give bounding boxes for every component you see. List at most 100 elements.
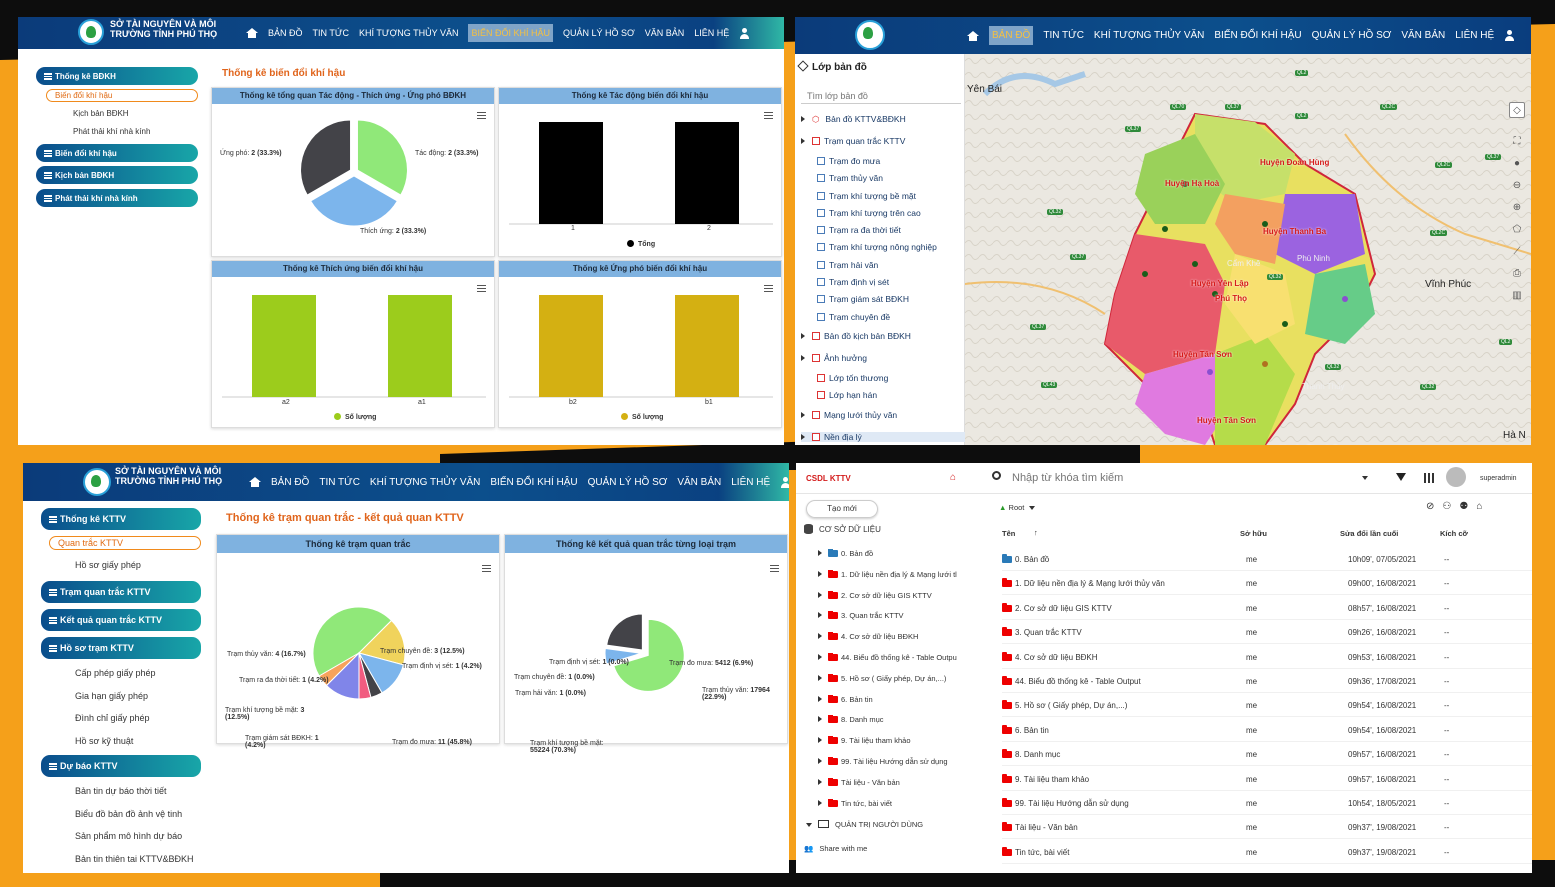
tree-item[interactable]: 1. Dữ liệu nền địa lý & Mạng lưới tl <box>818 569 957 579</box>
layer-checkbox[interactable] <box>817 278 825 286</box>
table-row[interactable]: 44. Biểu đồ thống kê - Table Output me 09h… <box>1002 669 1532 693</box>
sidebar-item-hydromet-stats[interactable]: Thống kê KTTV <box>41 508 201 530</box>
layer-item[interactable]: Trạm ra đa thời tiết <box>817 225 901 235</box>
layer-item[interactable]: ⬡ Bản đồ KTTV&BĐKH <box>801 114 906 125</box>
breadcrumb[interactable]: ▲ Root <box>999 503 1036 512</box>
sidebar-item-emission[interactable]: Phát thải khí nhà kính <box>36 189 198 207</box>
layer-checkbox[interactable] <box>817 226 825 234</box>
pie-slice[interactable] <box>310 175 398 227</box>
new-button[interactable]: Tạo mới <box>806 500 878 518</box>
expand-icon[interactable] <box>801 412 805 418</box>
menu-item-hydromet[interactable]: KHÍ TƯỢNG THỦY VĂN <box>359 28 459 38</box>
sidebar-sub-issue-license[interactable]: Cấp phép giấy phép <box>75 668 156 678</box>
home-icon[interactable] <box>246 28 258 38</box>
layer-item[interactable]: Trạm chuyên đề <box>817 312 890 322</box>
layer-checkbox[interactable] <box>817 374 825 382</box>
layer-item[interactable]: Trạm thủy văn <box>817 173 883 183</box>
expand-icon[interactable] <box>818 758 822 764</box>
home-icon[interactable]: ⌂ <box>950 472 957 483</box>
menu-item-climate[interactable]: BIẾN ĐỔI KHÍ HẬU <box>468 24 553 42</box>
bar[interactable] <box>539 122 603 224</box>
pie-slice[interactable] <box>312 606 393 677</box>
expand-icon[interactable] <box>801 138 805 144</box>
table-row[interactable]: 4. Cơ sở dữ liệu BĐKH me 09h53', 16/08/202… <box>1002 645 1532 669</box>
layer-checkbox[interactable] <box>817 295 825 303</box>
expand-icon[interactable] <box>818 550 822 556</box>
chart-menu-icon[interactable] <box>764 112 773 119</box>
pie-slice[interactable] <box>358 619 406 666</box>
apps-grid-icon[interactable] <box>1424 473 1434 483</box>
search-input[interactable] <box>1012 468 1352 488</box>
chart-menu-icon[interactable] <box>477 285 486 292</box>
sidebar-sub-license-records[interactable]: Hồ sơ giấy phép <box>75 560 141 570</box>
sidebar-sub-satellite[interactable]: Biểu đồ bản đồ ảnh vệ tinh <box>75 809 183 819</box>
sidebar-item-station-records[interactable]: Hồ sơ trạm KTTV <box>41 637 201 659</box>
menu-item-climate[interactable]: BIẾN ĐỔI KHÍ HẬU <box>490 476 578 488</box>
col-size[interactable]: Kích cỡ <box>1440 529 1468 538</box>
expand-icon[interactable] <box>818 612 822 619</box>
tree-item[interactable]: 99. Tài liệu Hướng dẫn sử dụng <box>818 757 948 766</box>
map-canvas[interactable]: Huyện Đoan Hùng Huyện Hạ Hoà Huyện Thanh B… <box>965 54 1531 445</box>
table-row[interactable]: 99. Tài liệu Hướng dẫn sử dụng me 10h54', … <box>1002 791 1532 815</box>
table-row[interactable]: 3. Quan trắc KTTV me 09h26', 16/08/2021 -- <box>1002 620 1532 645</box>
table-row[interactable]: Tài liệu - Văn bản me 09h37', 19/08/2021 -- <box>1002 815 1532 840</box>
bar[interactable] <box>388 295 452 397</box>
trash-icon[interactable]: ▥ <box>1512 290 1522 301</box>
manage-user-icon[interactable]: ⚉ <box>1459 501 1477 512</box>
sidebar-sub-disaster-bulletin[interactable]: Bản tin thiên tai KTTV&BĐKH <box>75 854 194 864</box>
expand-icon[interactable] <box>818 737 822 744</box>
layer-item[interactable]: Lớp hạn hán <box>817 390 877 400</box>
tree-item[interactable]: 5. Hồ sơ ( Giấy phép, Dự án,...) <box>818 673 946 683</box>
layer-item[interactable]: Trạm định vị sét <box>817 277 889 287</box>
tree-item[interactable]: 9. Tài liệu tham khảo <box>818 736 911 745</box>
layer-item[interactable]: Lớp tốn thương <box>817 373 888 383</box>
info-icon[interactable]: ● <box>1513 158 1521 169</box>
expand-icon[interactable] <box>818 633 822 640</box>
sidebar-item-forecast[interactable]: Dự báo KTTV <box>41 755 201 777</box>
layer-checkbox[interactable] <box>812 354 820 362</box>
pie-slice[interactable] <box>318 652 360 687</box>
home-icon[interactable] <box>967 30 979 41</box>
tree-item[interactable]: 8. Danh mục <box>818 715 884 724</box>
user-icon[interactable] <box>739 27 750 39</box>
table-row[interactable]: 6. Bản tin me 09h54', 16/08/2021 -- <box>1002 718 1532 742</box>
layer-checkbox[interactable] <box>817 157 825 165</box>
menu-item-news[interactable]: TIN TỨC <box>319 476 360 488</box>
layer-checkbox[interactable] <box>817 209 825 217</box>
menu-item-documents[interactable]: VĂN BẢN <box>677 476 722 488</box>
sidebar-item-scenario[interactable]: Kịch bản BĐKH <box>36 166 198 184</box>
menu-item-documents[interactable]: VĂN BẢN <box>644 28 685 38</box>
menu-item-map[interactable]: BẢN ĐỒ <box>268 28 303 38</box>
sidebar-sub-emission[interactable]: Phát thải khí nhà kính <box>73 127 151 136</box>
layer-checkbox[interactable] <box>817 313 825 321</box>
layer-checkbox[interactable] <box>817 261 825 269</box>
layer-item[interactable]: Trạm hải văn <box>817 260 878 270</box>
layer-search-input[interactable] <box>801 88 961 104</box>
layer-checkbox[interactable] <box>812 433 820 441</box>
expand-icon[interactable] <box>818 591 822 598</box>
share-item[interactable]: 👥 Share with me <box>804 844 868 853</box>
pie-slice[interactable] <box>604 647 642 665</box>
tree-item[interactable]: 2. Cơ sở dữ liệu GIS KTTV <box>818 590 932 600</box>
layer-item[interactable]: Trạm giám sát BĐKH <box>817 294 909 304</box>
layer-item[interactable]: Trạm đo mưa <box>817 156 880 166</box>
tree-item[interactable]: 0. Bản đồ <box>818 549 873 558</box>
print-icon[interactable]: ⎙ <box>1513 268 1521 279</box>
sidebar-item-results[interactable]: Kết quả quan trắc KTTV <box>41 609 201 631</box>
sidebar-sub-model-products[interactable]: Sản phẩm mô hình dự báo <box>75 831 183 841</box>
pie-slice[interactable] <box>606 613 643 651</box>
layer-item[interactable]: Mạng lưới thủy văn <box>801 410 897 420</box>
expand-icon[interactable] <box>801 355 805 361</box>
expand-icon[interactable] <box>818 654 822 660</box>
table-row[interactable]: 9. Tài liệu tham khảo me 09h57', 16/08/202… <box>1002 767 1532 791</box>
polygon-icon[interactable]: ⬠ <box>1512 224 1522 235</box>
layer-item[interactable]: Trạm khí tượng trên cao <box>817 208 921 218</box>
expand-icon[interactable] <box>818 778 822 785</box>
zoom-out-icon[interactable]: ⊖ <box>1512 180 1522 191</box>
bar[interactable] <box>675 122 739 224</box>
expand-icon[interactable] <box>801 434 805 440</box>
chart-menu-icon[interactable] <box>477 112 486 119</box>
menu-item-records[interactable]: QUẢN LÝ HỒ SƠ <box>562 28 635 38</box>
sidebar-sub-weather-bulletin[interactable]: Bản tin dự báo thời tiết <box>75 786 167 796</box>
tree-item[interactable]: 44. Biểu đồ thống kê - Table Outpu <box>818 653 957 662</box>
